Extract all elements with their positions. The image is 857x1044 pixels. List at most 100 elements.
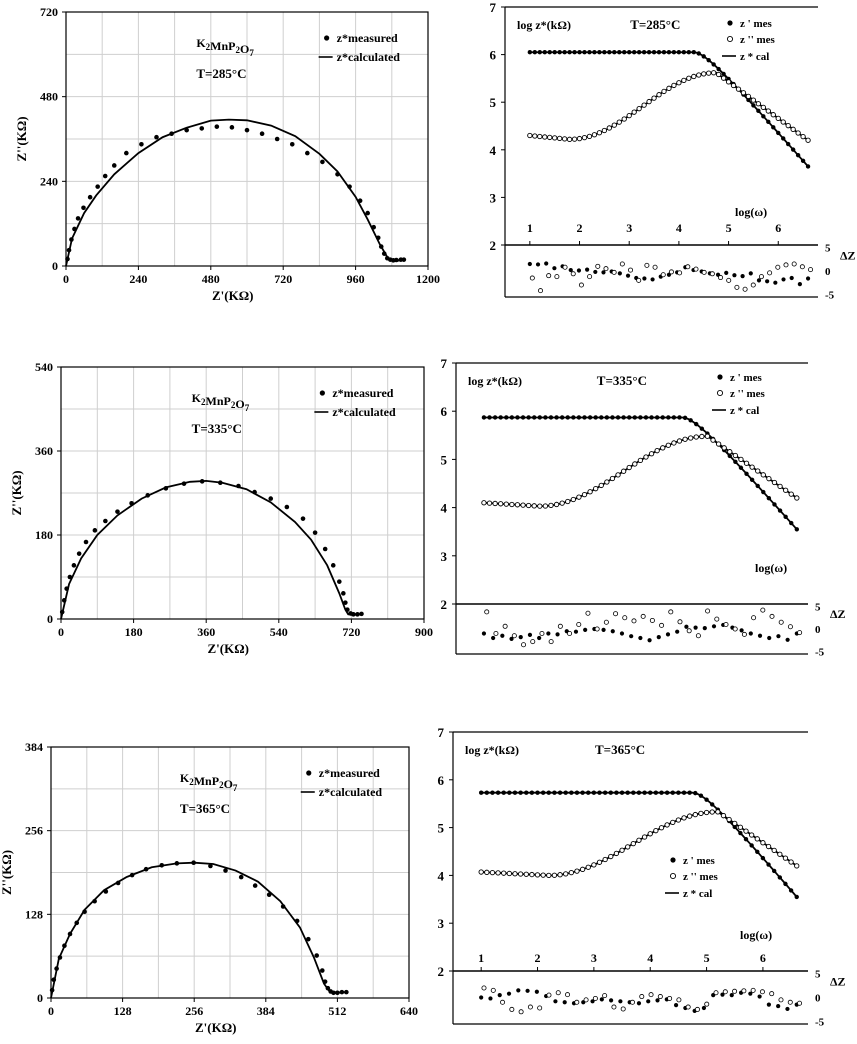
z-real-point <box>487 415 492 420</box>
z-imag-point <box>626 464 632 471</box>
temperature-label: T=365°C <box>595 742 645 757</box>
z-imag-point <box>576 494 582 500</box>
residual-z-imag-point <box>592 995 598 1001</box>
z-imag-point <box>565 498 571 505</box>
x-tick-label: 4 <box>647 951 653 965</box>
residual-z-imag-point <box>741 988 747 994</box>
z-imag-point <box>630 840 636 847</box>
residual-tick-label: -5 <box>815 647 825 659</box>
residual-z-imag-point <box>705 608 711 614</box>
z-real-point <box>557 790 563 795</box>
temperature-label: T=335°C <box>192 421 242 436</box>
z-imag-point <box>777 483 783 490</box>
z-imag-point <box>574 868 580 874</box>
residual-z-real-point <box>684 624 689 629</box>
z-real-point <box>691 50 696 55</box>
y-tick-label: 4 <box>438 868 445 883</box>
measured-point <box>289 141 295 147</box>
z-imag-point <box>765 843 772 850</box>
residual-z-imag-point <box>787 624 793 630</box>
residual-z-real-point <box>617 271 622 276</box>
residual-z-real-point <box>748 631 753 636</box>
residual-z-imag-point <box>557 623 563 629</box>
measured-point <box>143 866 149 872</box>
y-tick-label: 5 <box>441 452 448 467</box>
z-imag-point <box>656 92 662 98</box>
z-real-point <box>535 790 540 795</box>
z-imag-point <box>726 816 732 823</box>
z-real-point <box>653 790 659 795</box>
measured-point <box>75 216 81 221</box>
plot-frame <box>50 746 410 999</box>
y-tick-label: 0 <box>37 991 43 1005</box>
z-real-point <box>490 790 495 795</box>
calculated-line <box>65 118 404 267</box>
z-imag-point <box>699 433 705 440</box>
residual-z-real-point <box>629 634 634 639</box>
z-imag-point <box>509 501 515 508</box>
z-real-point <box>509 415 515 420</box>
z-imag-point <box>621 116 627 122</box>
z-real-point <box>621 415 626 420</box>
residual-z-imag-point <box>546 273 552 279</box>
z-real-point <box>670 790 675 795</box>
residual-z-imag-point <box>490 987 496 993</box>
x-axis-label: Z'(KΩ) <box>212 288 253 303</box>
z-real-point <box>599 415 604 420</box>
residual-z-real-point <box>500 633 505 638</box>
residual-z-imag-point <box>695 633 701 639</box>
plot-frame <box>60 366 425 620</box>
z-real-point <box>604 415 610 420</box>
x-tick-label: 360 <box>197 625 215 639</box>
z-real-point <box>788 888 794 893</box>
z-real-point <box>766 119 771 125</box>
z-real-point <box>651 50 657 55</box>
residual-z-imag-point <box>640 613 646 619</box>
z-real-point <box>716 66 721 72</box>
z-real-point <box>592 50 597 55</box>
y-axis-label: log z*(kΩ) <box>468 374 522 388</box>
measured-point <box>62 943 67 949</box>
residual-z-real-point <box>724 270 729 275</box>
y-tick-label: 7 <box>438 725 445 740</box>
residual-z-real-point <box>647 638 652 643</box>
residual-z-imag-point <box>622 615 628 621</box>
residual-z-imag-point <box>778 619 784 625</box>
residual-z-real-point <box>573 629 579 634</box>
measured-point <box>359 611 364 617</box>
z-imag-point <box>755 101 762 107</box>
measured-point <box>72 226 77 232</box>
measured-point <box>103 889 109 894</box>
z-imag-point <box>732 452 739 459</box>
residual-z-imag-point <box>783 262 789 268</box>
residual-tick-label: 0 <box>825 266 831 278</box>
z-real-point <box>795 153 801 158</box>
z-imag-point <box>671 82 677 89</box>
z-real-point <box>619 790 625 795</box>
y-tick-label: 6 <box>441 404 448 419</box>
y-axis-label: log z*(kΩ) <box>517 18 571 32</box>
z-real-point <box>631 790 636 795</box>
z-imag-point <box>619 847 625 853</box>
residual-z-imag-point <box>548 639 554 645</box>
z-real-point <box>772 502 777 507</box>
measured-point <box>381 251 387 256</box>
z-imag-point <box>785 123 791 129</box>
z-imag-point <box>735 86 742 92</box>
z-real-point <box>781 136 786 141</box>
residual-z-real-point <box>785 637 790 642</box>
z-imag-point <box>701 71 707 77</box>
z-imag-point <box>691 73 697 80</box>
measured-point <box>67 574 73 580</box>
z-imag-point <box>625 844 631 850</box>
residual-z-imag-point <box>676 997 682 1003</box>
z-imag-point <box>495 870 501 876</box>
z-imag-point <box>647 831 653 837</box>
residual-z-imag-point <box>620 1006 626 1012</box>
measured-point <box>294 918 300 924</box>
z-real-point <box>732 824 737 830</box>
x-tick-label: 1 <box>527 221 533 235</box>
residual-z-imag-point <box>565 992 571 998</box>
z-imag-point <box>568 870 574 876</box>
material-label: K2MnP2O7 <box>196 36 254 58</box>
